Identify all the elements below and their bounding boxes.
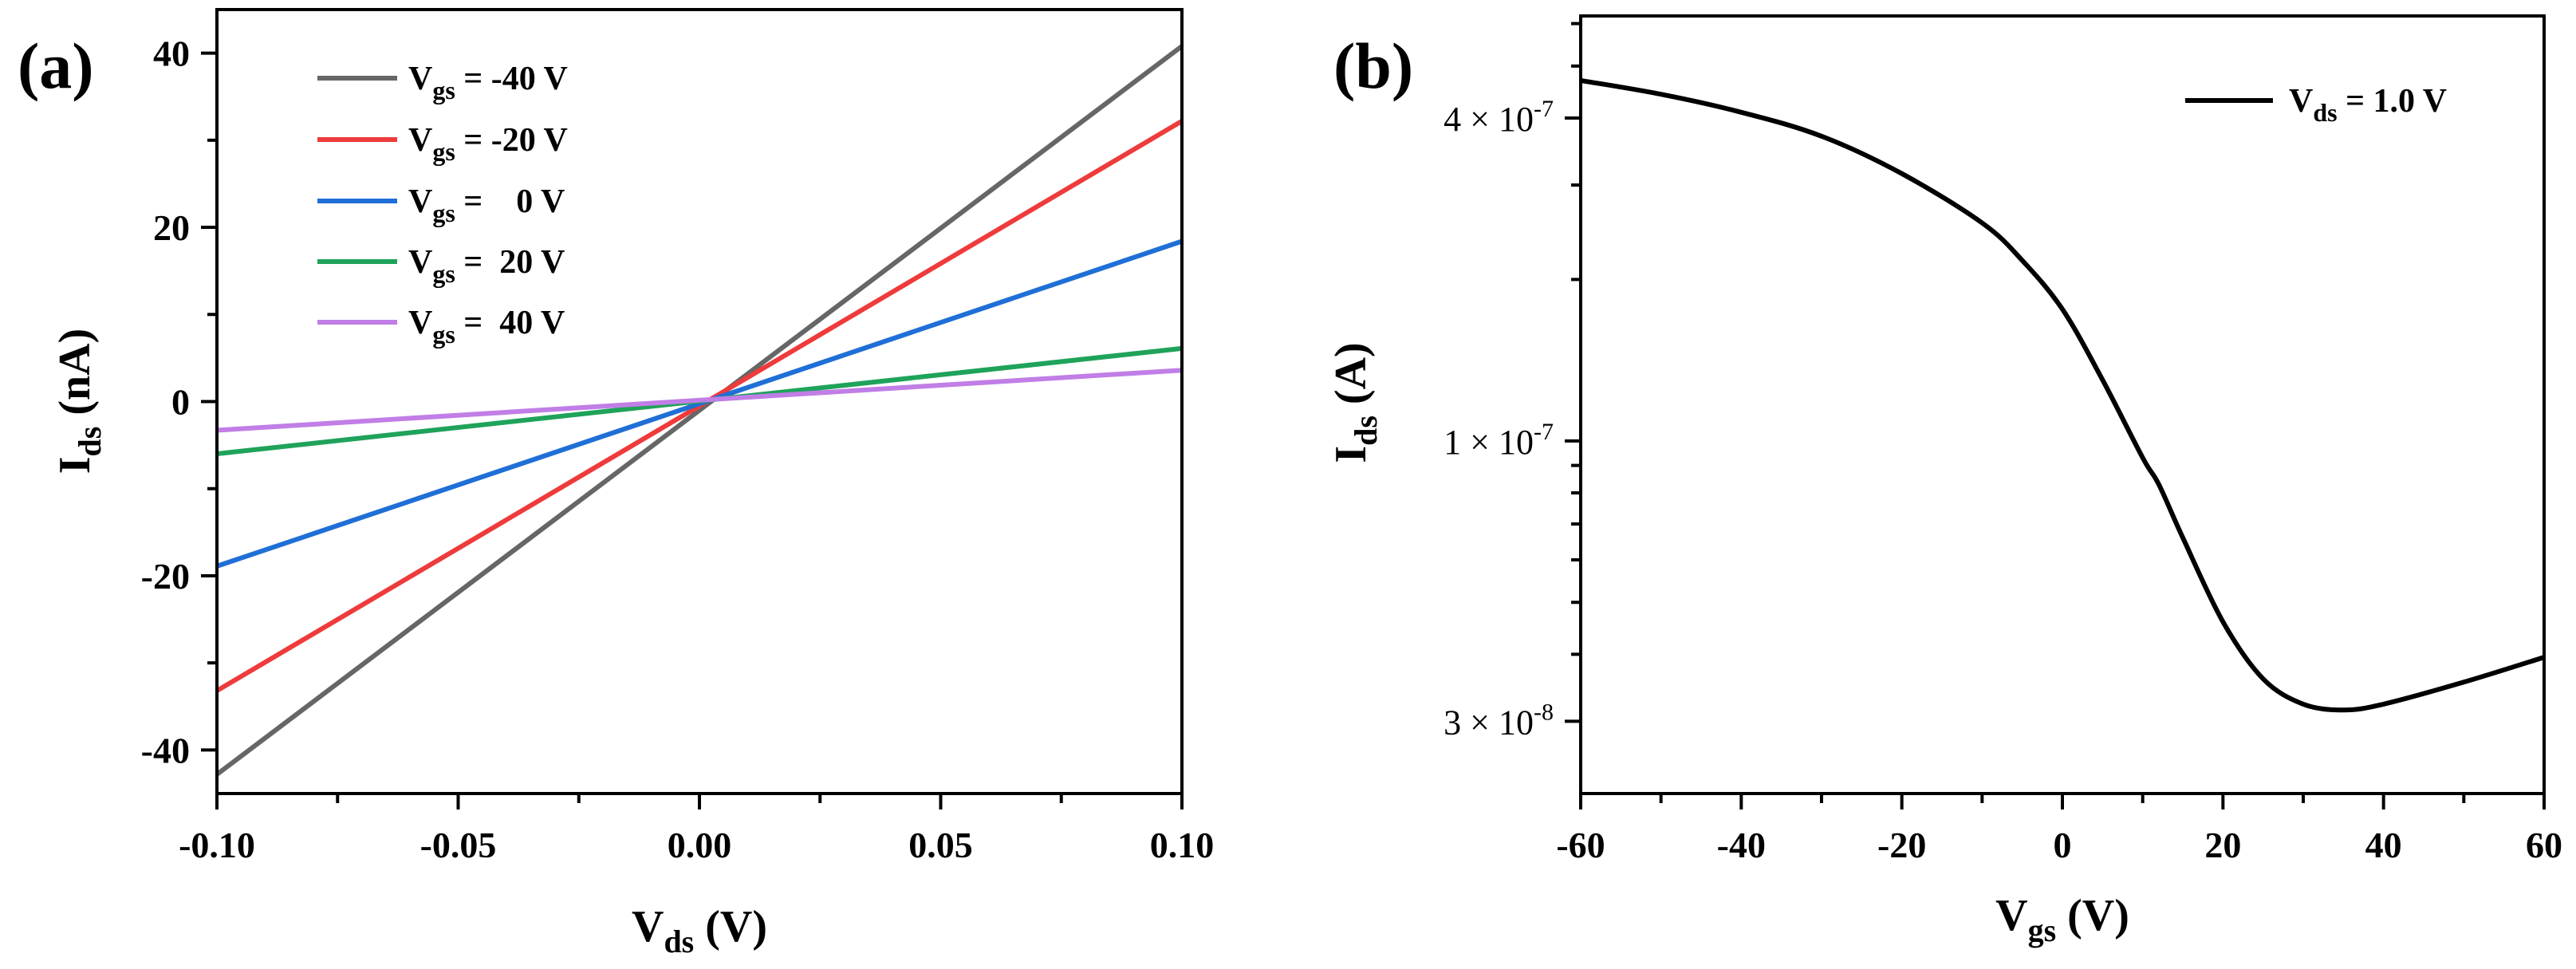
- legend-sub-vgs-m40: gs: [432, 76, 455, 104]
- series-line-vgs-0: [216, 238, 1183, 569]
- legend-main-vgs-m40: V: [408, 61, 432, 97]
- legend-sub-vgs-0: gs: [432, 199, 455, 227]
- series-line-vgs--40: [215, 44, 1184, 777]
- y-tick-base: 4 × 10: [1444, 100, 1534, 139]
- panel-b-y-axis-title: Ids (A): [1326, 342, 1384, 463]
- legend-entry-vgs-20: Vgs = 20 V: [317, 244, 565, 288]
- y-tick-exponent: -7: [1534, 96, 1554, 122]
- x-tick-label: 0.10: [1150, 825, 1215, 865]
- legend-text-vgs-m20: Vgs = -20 V: [408, 122, 568, 166]
- panel-b-label: (b): [1333, 30, 1413, 102]
- series-line-vgs-40: [216, 368, 1183, 433]
- legend-text-vgs-m40: Vgs = -40 V: [408, 61, 568, 104]
- panel-a-series-group: [215, 44, 1184, 777]
- panel-b-y-title-unit: (A): [1326, 342, 1376, 416]
- legend-main-vgs-0: V: [408, 183, 432, 220]
- y-tick-label: 40: [153, 33, 190, 74]
- panel-b-x-title-unit: (V): [2056, 891, 2129, 940]
- legend-rest-vgs-20: = 20 V: [455, 244, 565, 281]
- x-tick-label: 40: [2365, 825, 2402, 865]
- legend-sub-vgs-20: gs: [432, 259, 455, 288]
- panel-a-x-title-main: V: [632, 902, 664, 951]
- series-line-vds-1.0: [1580, 77, 2545, 713]
- panel-a-iv-chart: (a) -0.10 -0.05 0.00 0.05 0.10 -40 -20 0 20 40 V…: [18, 8, 1214, 959]
- legend-text-vds-1: Vds = 1.0 V: [2289, 83, 2447, 127]
- y-tick-exponent: -7: [1534, 419, 1554, 445]
- panel-b-x-axis-title: Vgs (V): [1995, 891, 2129, 948]
- x-tick-label: 0.05: [908, 825, 973, 865]
- legend-sub-vds-1: ds: [2313, 98, 2337, 127]
- legend-rest-vgs-0: = 0 V: [455, 183, 565, 220]
- legend-entry-vgs-m20: Vgs = -20 V: [317, 122, 568, 166]
- legend-main-vgs-40: V: [408, 305, 432, 341]
- x-tick-label: 20: [2204, 825, 2241, 865]
- legend-main-vgs-20: V: [408, 244, 432, 281]
- legend-main-vds-1: V: [2289, 83, 2313, 120]
- legend-entry-vgs-m40: Vgs = -40 V: [317, 61, 568, 104]
- x-tick-label: -60: [1556, 825, 1605, 865]
- legend-main-vgs-m20: V: [408, 122, 432, 159]
- panel-a-x-axis-title: Vds (V): [632, 902, 767, 959]
- legend-text-vgs-20: Vgs = 20 V: [408, 244, 565, 288]
- panel-a-y-title-unit: (nA): [50, 329, 100, 427]
- panel-b-y-title-main: I: [1326, 446, 1376, 463]
- panel-b-y-title-sub: ds: [1348, 416, 1384, 446]
- legend-entry-vgs-40: Vgs = 40 V: [317, 305, 565, 349]
- panel-b-legend: Vds = 1.0 V: [2185, 83, 2447, 127]
- y-tick-label: -20: [141, 556, 190, 597]
- panel-a-label: (a): [18, 30, 94, 102]
- legend-rest-vgs-m40: = -40 V: [455, 61, 568, 97]
- panel-b-x-title-sub: gs: [2028, 912, 2057, 948]
- panel-a-y-axis-title: Ids (nA): [50, 329, 108, 475]
- legend-rest-vds-1: = 1.0 V: [2338, 83, 2448, 120]
- x-tick-label: -20: [1877, 825, 1926, 865]
- panel-b-y-axis: 4 × 10-71 × 10-73 × 10-8: [1444, 22, 1581, 742]
- panel-b-plot-frame: [1579, 14, 2546, 795]
- panel-a-y-axis: -40 -20 0 20 40: [141, 33, 217, 770]
- y-tick-base: 1 × 10: [1444, 423, 1534, 462]
- x-tick-label: -0.05: [420, 825, 497, 865]
- panel-a-y-title-main: I: [50, 456, 100, 474]
- y-tick-label: 3 × 10-8: [1444, 699, 1554, 742]
- legend-sub-vgs-m20: gs: [432, 137, 455, 166]
- legend-text-vgs-0: Vgs = 0 V: [408, 183, 565, 227]
- panel-b-transfer-chart: (b) -60 -40 -20 0 20 40 60 4 × 10-71 × 10-73 ×…: [1326, 14, 2562, 948]
- x-tick-label: -0.10: [179, 825, 255, 865]
- y-tick-label: 0: [171, 382, 190, 423]
- y-tick-label: 20: [153, 207, 190, 248]
- legend-entry-vgs-0: Vgs = 0 V: [317, 183, 565, 227]
- y-tick-label: 1 × 10-7: [1444, 419, 1554, 462]
- y-tick-base: 3 × 10: [1444, 703, 1534, 742]
- x-tick-label: 0: [2054, 825, 2072, 865]
- x-tick-label: 60: [2526, 825, 2562, 865]
- panel-b-x-title-main: V: [1995, 891, 2027, 940]
- x-tick-label: 0.00: [668, 825, 732, 865]
- panel-a-x-title-sub: ds: [664, 924, 694, 959]
- panel-a-x-title-unit: (V): [694, 902, 767, 951]
- y-tick-label: 4 × 10-7: [1444, 96, 1554, 139]
- panel-a-y-title-sub: ds: [72, 427, 108, 457]
- panel-a-legend: Vgs = -40 V Vgs = -20 V Vgs = 0 V Vgs = …: [317, 61, 568, 349]
- x-tick-label: -40: [1717, 825, 1766, 865]
- legend-text-vgs-40: Vgs = 40 V: [408, 305, 565, 349]
- legend-rest-vgs-40: = 40 V: [455, 305, 565, 341]
- panel-b-series-group: [1580, 77, 2545, 713]
- y-tick-label: -40: [141, 730, 190, 770]
- panel-a-x-axis: -0.10 -0.05 0.00 0.05 0.10: [179, 794, 1214, 865]
- panel-b-x-axis: -60 -40 -20 0 20 40 60: [1556, 794, 2562, 865]
- legend-rest-vgs-m20: = -20 V: [455, 122, 568, 159]
- y-tick-exponent: -8: [1534, 699, 1554, 725]
- legend-sub-vgs-40: gs: [432, 320, 455, 349]
